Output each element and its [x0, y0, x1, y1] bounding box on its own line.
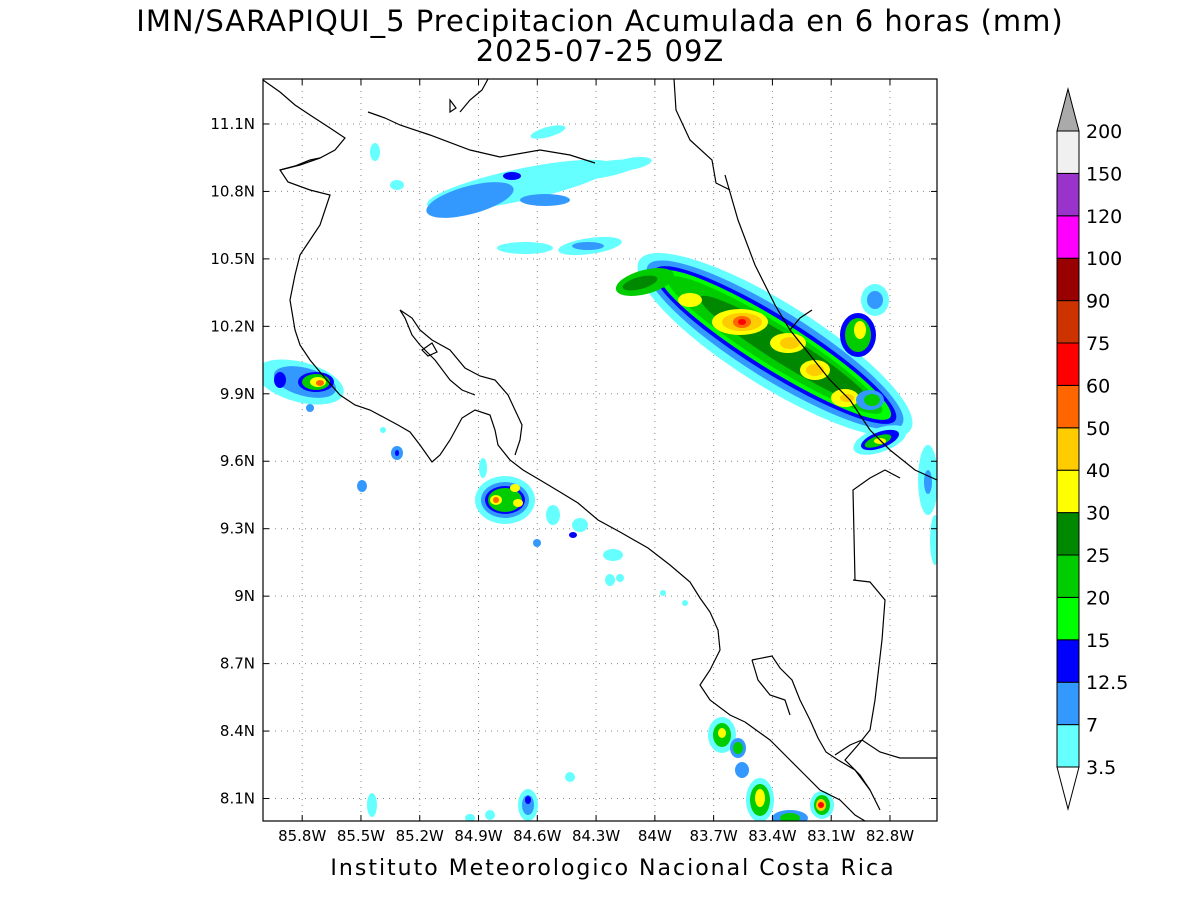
lat-lon-grid: [263, 79, 937, 821]
colorbar-segment: [1056, 681, 1080, 726]
lat-tick-label: 9.3N: [220, 520, 255, 538]
lon-tick-label: 83.1W: [807, 827, 855, 845]
colorbar-label: 90: [1086, 291, 1110, 313]
colorbar-label: 200: [1086, 121, 1122, 143]
axis-labels: 11.1N 10.8N 10.5N 10.2N 9.9N 9.6N 9.3N 9N 8.7N 8.…: [210, 79, 937, 845]
lon-tick-label: 82.8W: [866, 827, 914, 845]
colorbar-under-triangle: [1056, 766, 1080, 811]
colorbar-segment: [1056, 172, 1080, 217]
precipitation-field: [263, 125, 937, 821]
colorbar-label: 7: [1086, 715, 1098, 737]
precip-nicoya: [263, 359, 403, 492]
lon-tick-label: 85.8W: [278, 827, 326, 845]
plot-frame: [262, 78, 938, 822]
lon-tick-label: 84.3W: [572, 827, 620, 845]
lat-tick-label: 8.4N: [220, 722, 255, 740]
lon-tick-label: 83.7W: [690, 827, 738, 845]
colorbar-segment: [1056, 554, 1080, 598]
lat-tick-label: 8.1N: [220, 790, 255, 808]
colorbar-label: 15: [1086, 630, 1110, 652]
lon-tick-label: 83.4W: [748, 827, 796, 845]
colorbar-label: 60: [1086, 375, 1110, 397]
colorbar-label: 40: [1086, 460, 1110, 482]
lat-tick-label: 11.1N: [210, 115, 255, 133]
lat-tick-label: 10.5N: [210, 250, 255, 268]
colorbar-segment: [1056, 257, 1080, 302]
colorbar-segment: [1056, 300, 1080, 344]
lon-tick-label: 85.5W: [337, 827, 385, 845]
lat-tick-label: 9.6N: [220, 452, 255, 470]
coastline-borders: [263, 79, 937, 821]
precip-band-north: [370, 125, 652, 256]
colorbar-label: 25: [1086, 545, 1110, 567]
colorbar-segment: [1056, 130, 1080, 174]
colorbar-segment: [1056, 427, 1080, 471]
colorbar-segment: [1056, 342, 1080, 386]
footer-credit: Instituto Meteorologico Nacional Costa R…: [330, 856, 896, 881]
precip-band-caribbean: [615, 253, 937, 565]
colorbar-segment: [1056, 469, 1080, 514]
lon-tick-label: 84W: [638, 827, 672, 845]
map-title: IMN/SARAPIQUI_5 Precipitacion Acumulada …: [136, 4, 1064, 38]
colorbar-segment: [1056, 512, 1080, 556]
lat-tick-label: 8.7N: [220, 655, 255, 673]
colorbar-label: 100: [1086, 248, 1122, 270]
lon-tick-label: 84.6W: [513, 827, 561, 845]
colorbar-label: 75: [1086, 333, 1110, 355]
precip-pacific-central: [475, 458, 688, 606]
lat-tick-label: 9N: [234, 587, 255, 605]
precip-south: [367, 717, 834, 821]
colorbar-label: 30: [1086, 503, 1110, 525]
colorbar-label: 20: [1086, 587, 1110, 609]
lat-tick-label: 9.9N: [220, 385, 255, 403]
colorbar-segment: [1056, 639, 1080, 683]
colorbar-label: 12.5: [1086, 672, 1128, 694]
colorbar-label: 3.5: [1086, 757, 1116, 779]
colorbar-segment: [1056, 724, 1080, 768]
map-valid-time: 2025-07-25 09Z: [475, 34, 725, 68]
colorbar-segment: [1056, 596, 1080, 641]
lon-tick-label: 85.2W: [396, 827, 444, 845]
colorbar-segment: [1056, 215, 1080, 259]
colorbar: 3.5 7 12.5 15 20 25 30 40 50 60 75 90 100 120 150 200: [1056, 87, 1128, 811]
lat-tick-label: 10.2N: [210, 317, 255, 335]
colorbar-label: 50: [1086, 418, 1110, 440]
colorbar-over-triangle: [1056, 87, 1080, 132]
colorbar-label: 120: [1086, 206, 1122, 228]
lat-tick-label: 10.8N: [210, 182, 255, 200]
colorbar-segment: [1056, 384, 1080, 429]
lon-tick-label: 84.9W: [454, 827, 502, 845]
colorbar-label: 150: [1086, 163, 1122, 185]
